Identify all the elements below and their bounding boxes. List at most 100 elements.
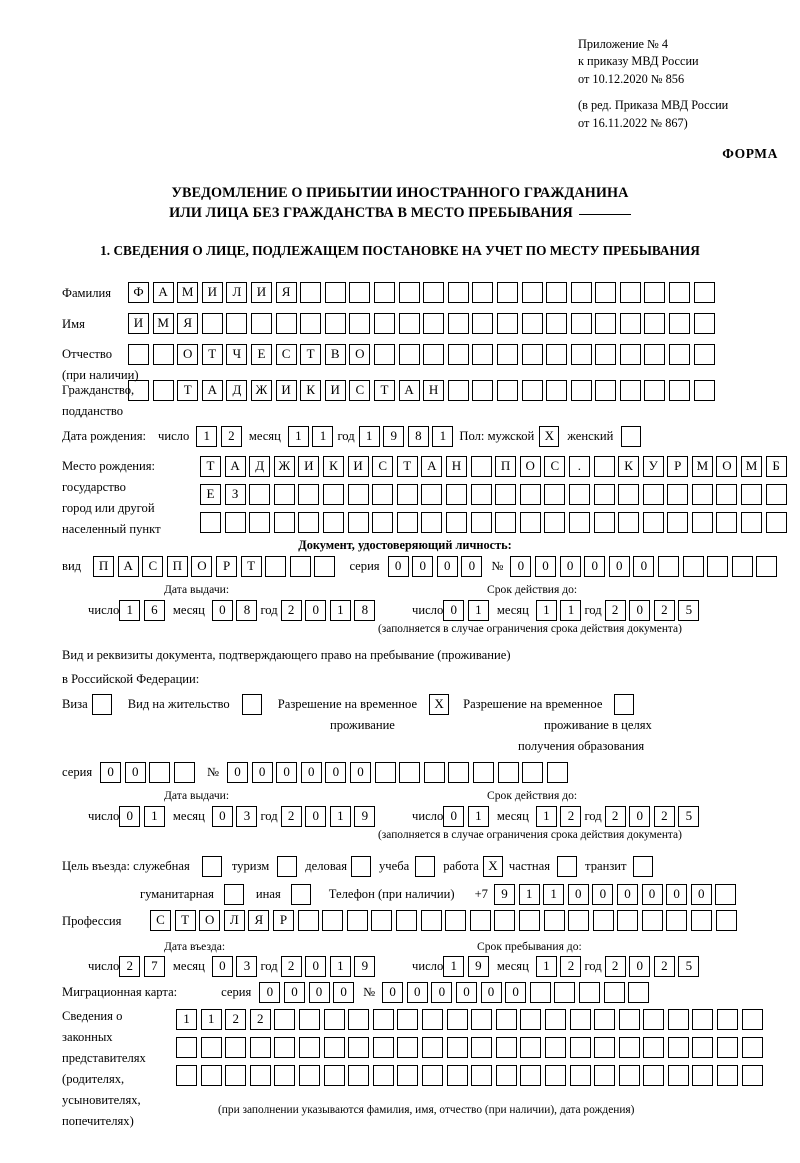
form-cell[interactable] [347, 484, 369, 505]
form-cell[interactable] [669, 344, 691, 365]
form-cell[interactable]: О [177, 344, 199, 365]
form-cell[interactable] [372, 1037, 394, 1058]
form-cell[interactable] [200, 512, 221, 533]
form-cell[interactable] [446, 1009, 468, 1030]
form-cell[interactable]: 1 [535, 956, 557, 977]
form-cell[interactable] [496, 380, 518, 401]
form-cell[interactable] [152, 380, 174, 401]
form-cell[interactable]: С [544, 456, 566, 477]
form-cell[interactable] [249, 1037, 271, 1058]
form-cell[interactable]: 0 [633, 556, 655, 577]
form-cell[interactable]: 2 [249, 1009, 271, 1030]
form-cell[interactable]: 0 [480, 982, 502, 1003]
form-cell[interactable]: И [298, 456, 320, 477]
form-cell[interactable]: У [642, 456, 664, 477]
form-cell[interactable] [349, 282, 371, 303]
form-cell[interactable] [717, 1009, 739, 1030]
form-cell[interactable]: 0 [443, 600, 465, 621]
form-cell[interactable] [348, 1065, 370, 1086]
form-cell[interactable] [372, 484, 394, 505]
form-cell[interactable] [691, 910, 713, 931]
form-cell[interactable]: 0 [283, 982, 305, 1003]
form-cell[interactable] [298, 1009, 320, 1030]
form-cell[interactable] [265, 556, 287, 577]
form-cell[interactable] [619, 344, 641, 365]
form-cell[interactable] [152, 344, 174, 365]
form-cell[interactable]: 0 [305, 956, 327, 977]
form-cell[interactable] [314, 556, 336, 577]
purpose-business-checkbox[interactable] [351, 856, 371, 877]
form-cell[interactable] [298, 484, 320, 505]
form-cell[interactable] [544, 512, 566, 533]
form-cell[interactable]: 1 [119, 600, 141, 621]
representatives-row-2[interactable] [176, 1037, 763, 1058]
form-cell[interactable] [421, 1065, 443, 1086]
form-cell[interactable] [669, 313, 691, 334]
form-cell[interactable] [225, 1065, 247, 1086]
form-cell[interactable] [495, 1037, 517, 1058]
form-cell[interactable]: 2 [604, 956, 626, 977]
form-cell[interactable]: 0 [300, 762, 322, 783]
form-cell[interactable] [421, 1037, 443, 1058]
form-cell[interactable]: Ж [250, 380, 272, 401]
form-cell[interactable] [322, 910, 344, 931]
form-cell[interactable] [348, 1009, 370, 1030]
form-cell[interactable]: Д [226, 380, 248, 401]
form-cell[interactable]: 3 [236, 956, 258, 977]
form-cell[interactable] [619, 313, 641, 334]
form-cell[interactable]: 2 [560, 806, 582, 827]
form-cell[interactable]: 8 [407, 426, 429, 447]
purpose-other-checkbox[interactable] [290, 884, 311, 905]
form-cell[interactable]: К [322, 456, 344, 477]
form-cell[interactable]: К [300, 380, 322, 401]
form-cell[interactable]: 9 [354, 956, 376, 977]
form-cell[interactable]: Ж [273, 456, 295, 477]
form-cell[interactable] [472, 344, 494, 365]
form-cell[interactable] [619, 380, 641, 401]
form-cell[interactable]: Т [201, 344, 223, 365]
form-cell[interactable] [667, 1009, 689, 1030]
form-cell[interactable]: П [166, 556, 188, 577]
form-cell[interactable] [397, 1037, 419, 1058]
form-cell[interactable] [618, 1037, 640, 1058]
purpose-transit-checkbox[interactable] [632, 856, 653, 877]
form-cell[interactable]: 1 [329, 956, 351, 977]
form-cell[interactable]: И [128, 313, 149, 334]
form-cell[interactable] [546, 344, 568, 365]
form-cell[interactable] [741, 512, 763, 533]
form-cell[interactable] [397, 1065, 419, 1086]
form-cell[interactable]: О [191, 556, 213, 577]
form-cell[interactable] [494, 910, 516, 931]
form-cell[interactable]: 2 [280, 600, 302, 621]
form-cell[interactable] [521, 344, 543, 365]
form-cell[interactable] [642, 484, 664, 505]
form-cell[interactable] [569, 1037, 591, 1058]
purpose-study-checkbox[interactable] [415, 856, 436, 877]
form-cell[interactable] [692, 1065, 714, 1086]
form-cell[interactable] [569, 1009, 591, 1030]
form-cell[interactable]: М [152, 313, 174, 334]
form-cell[interactable]: С [150, 910, 171, 931]
form-cell[interactable] [544, 1009, 566, 1030]
form-cell[interactable]: 0 [436, 556, 458, 577]
form-cell[interactable] [741, 484, 763, 505]
form-cell[interactable]: 0 [308, 982, 330, 1003]
form-cell[interactable]: 0 [616, 884, 638, 905]
form-cell[interactable] [693, 380, 715, 401]
form-cell[interactable] [176, 1037, 197, 1058]
form-cell[interactable] [398, 282, 420, 303]
form-cell[interactable] [445, 484, 467, 505]
form-cell[interactable]: О [199, 910, 221, 931]
form-cell[interactable] [593, 456, 615, 477]
form-cell[interactable]: 0 [259, 982, 281, 1003]
form-cell[interactable] [642, 512, 664, 533]
